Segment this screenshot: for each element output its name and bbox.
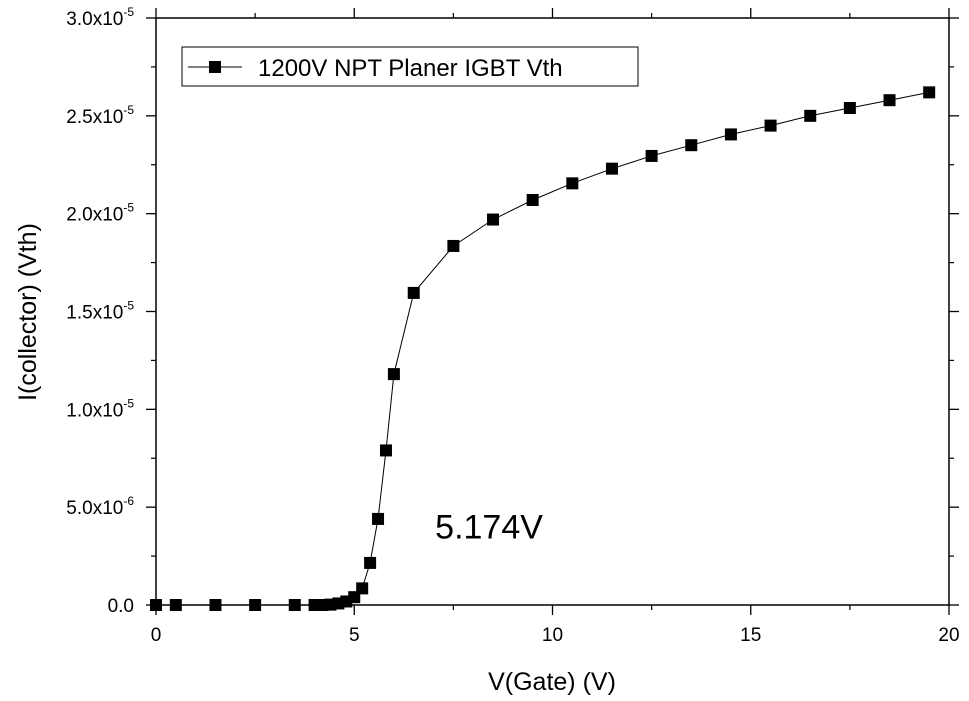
data-point xyxy=(764,119,777,132)
legend: 1200V NPT Planer IGBT Vth xyxy=(181,46,639,87)
legend-label: 1200V NPT Planer IGBT Vth xyxy=(258,55,563,82)
threshold-annotation: 5.174V xyxy=(435,509,543,547)
data-point xyxy=(364,556,377,569)
x-tick-label: 10 xyxy=(542,625,563,646)
legend-marker xyxy=(209,61,221,73)
data-point xyxy=(645,149,658,162)
data-point xyxy=(843,102,856,115)
y-tick-label: 5.0x10-6 xyxy=(66,494,134,519)
x-tick-label: 15 xyxy=(740,625,761,646)
data-point xyxy=(724,128,737,141)
x-tick-label: 20 xyxy=(938,625,959,646)
data-point xyxy=(447,239,460,252)
data-point xyxy=(379,444,392,457)
data-point xyxy=(685,139,698,152)
data-point xyxy=(487,213,500,226)
data-point xyxy=(407,286,420,299)
x-tick-label: 5 xyxy=(349,625,360,646)
x-axis-title: V(Gate) (V) xyxy=(488,668,616,696)
data-point xyxy=(150,599,162,611)
data-point xyxy=(526,193,539,206)
y-axis-title: I(collector) (Vth) xyxy=(14,223,42,401)
data-point xyxy=(804,109,817,122)
y-tick-label: 0.0 xyxy=(108,596,134,617)
data-point xyxy=(356,582,369,595)
y-tick-label: 1.0x10-5 xyxy=(66,396,134,421)
data-point xyxy=(605,162,618,175)
y-tick-label: 1.5x10-5 xyxy=(66,299,134,324)
data-point xyxy=(249,599,262,611)
axis-ticks: 0 5 10 15 20 0.0 5.0x10-6 1.0x10-5 1.5x10-5 2.0x1… xyxy=(66,5,959,646)
data-point xyxy=(288,599,301,611)
data-series xyxy=(150,86,936,611)
plot-frame xyxy=(155,17,950,606)
data-point xyxy=(387,368,400,381)
data-point xyxy=(923,86,936,99)
data-point xyxy=(883,94,896,107)
x-tick-label: 0 xyxy=(151,625,162,646)
y-tick-label: 2.0x10-5 xyxy=(66,201,134,226)
y-tick-label: 2.5x10-5 xyxy=(66,103,134,128)
data-point xyxy=(566,177,579,190)
legend-box xyxy=(181,46,639,87)
y-tick-label: 3.0x10-5 xyxy=(66,5,134,30)
data-point xyxy=(209,599,222,611)
data-point xyxy=(372,512,385,525)
data-point xyxy=(169,599,182,611)
